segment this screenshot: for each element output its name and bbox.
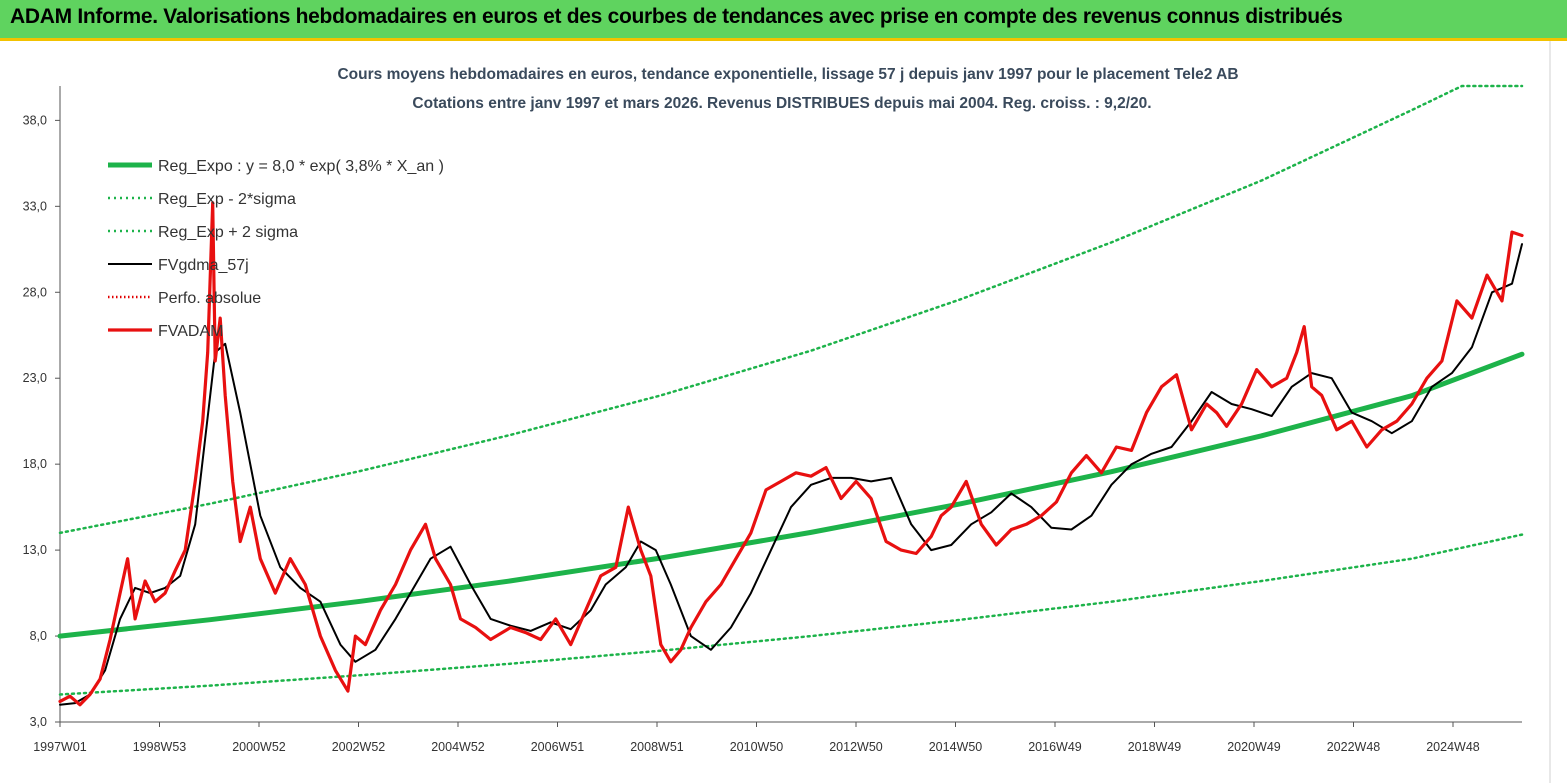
x-tick-label: 2000W52	[232, 740, 286, 754]
report-title: ADAM Informe. Valorisations hebdomadaire…	[10, 5, 1343, 28]
x-tick-label: 2004W52	[431, 740, 485, 754]
x-tick-label: 2020W49	[1227, 740, 1281, 754]
legend-label: Reg_Expo : y = 8,0 * exp( 3,8% * X_an )	[158, 158, 444, 175]
x-tick-label: 2010W50	[730, 740, 784, 754]
report-banner: ADAM Informe. Valorisations hebdomadaire…	[0, 0, 1567, 38]
chart-background	[0, 41, 1567, 783]
x-tick-label: 2012W50	[829, 740, 883, 754]
chart-title-line-2: Cotations entre janv 1997 et mars 2026. …	[412, 95, 1151, 112]
banner-underline	[0, 38, 1567, 41]
y-tick-label: 18,0	[23, 457, 47, 471]
x-tick-label: 2016W49	[1028, 740, 1082, 754]
y-tick-label: 33,0	[23, 199, 47, 213]
y-tick-label: 28,0	[23, 285, 47, 299]
chart-title-line-1: Cours moyens hebdomadaires en euros, ten…	[337, 66, 1238, 83]
x-tick-label: 2008W51	[630, 740, 684, 754]
x-tick-label: 2014W50	[929, 740, 983, 754]
x-tick-label: 1998W53	[133, 740, 187, 754]
series-line-1	[58, 533, 1524, 696]
x-tick-label: 2018W49	[1128, 740, 1182, 754]
chart: Cours moyens hebdomadaires en euros, ten…	[0, 41, 1567, 783]
legend: Reg_Expo : y = 8,0 * exp( 3,8% * X_an ) R…	[108, 158, 444, 340]
x-tick-label: 2024W48	[1426, 740, 1480, 754]
legend-label: Perfo. absolue	[158, 290, 261, 307]
x-axis: 1997W01 1998W53 2000W52 2002W52 2004W52 2006W…	[33, 721, 1522, 754]
series-line-0	[57, 351, 1525, 639]
x-tick-label: 2006W51	[531, 740, 585, 754]
x-tick-label: 1997W01	[33, 740, 87, 754]
y-tick-label: 3,0	[30, 715, 47, 729]
legend-label: FVgdma_57j	[158, 257, 249, 274]
y-tick-label: 23,0	[23, 371, 47, 385]
y-tick-label: 13,0	[23, 543, 47, 557]
legend-label: FVADAM	[158, 323, 223, 340]
legend-label: Reg_Exp - 2*sigma	[158, 191, 296, 208]
legend-label: Reg_Exp + 2 sigma	[158, 224, 298, 241]
series-line-5	[58, 201, 1524, 707]
series-line-2	[58, 84, 1524, 535]
series-layer	[57, 84, 1525, 707]
y-tick-label: 38,0	[23, 113, 47, 127]
y-axis: 3,0 8,0 13,0 18,0 23,0 28,0 33,0 38,0	[23, 86, 61, 729]
x-tick-label: 2002W52	[332, 740, 386, 754]
y-tick-label: 8,0	[30, 629, 47, 643]
x-tick-label: 2022W48	[1327, 740, 1381, 754]
series-line-3	[59, 243, 1523, 706]
